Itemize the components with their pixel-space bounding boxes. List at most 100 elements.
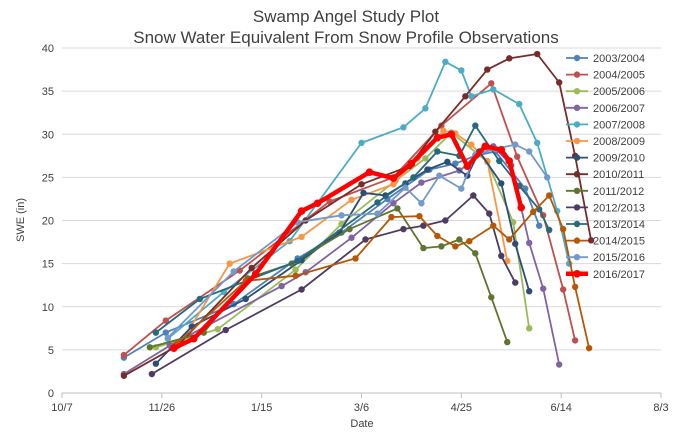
data-point xyxy=(152,329,160,336)
data-point xyxy=(390,200,397,207)
data-point xyxy=(389,174,398,183)
data-point xyxy=(170,344,178,352)
legend-label: 2011/2012 xyxy=(593,186,644,198)
y-tick-label: 15 xyxy=(42,259,54,271)
legend-label: 2010/2011 xyxy=(593,169,644,181)
data-point xyxy=(571,337,579,344)
data-point xyxy=(358,139,365,147)
data-point xyxy=(120,372,128,379)
data-point xyxy=(365,168,374,176)
data-point xyxy=(152,360,160,367)
data-point xyxy=(297,207,306,215)
x-tick-label: 8/3 xyxy=(653,402,668,414)
data-point xyxy=(545,226,553,234)
data-point xyxy=(559,225,567,233)
legend-swatch-marker xyxy=(573,121,581,128)
legend-label: 2006/2007 xyxy=(593,103,645,115)
legend-item: 2016/2017 xyxy=(566,269,645,281)
data-point xyxy=(358,181,365,188)
gridlines xyxy=(62,47,661,351)
data-point xyxy=(488,80,495,87)
data-point xyxy=(488,294,495,301)
data-point xyxy=(436,172,443,179)
data-point xyxy=(400,225,407,233)
data-point xyxy=(512,279,519,286)
y-tick-label: 0 xyxy=(48,388,54,400)
data-point xyxy=(458,67,465,74)
data-point xyxy=(402,184,409,191)
data-point xyxy=(587,237,595,244)
legend-swatch-marker xyxy=(573,154,581,161)
data-point xyxy=(543,174,551,181)
data-point xyxy=(434,232,441,240)
data-point xyxy=(348,234,355,241)
data-point xyxy=(298,286,305,293)
legend-swatch-marker xyxy=(573,171,581,178)
data-point xyxy=(484,66,491,73)
data-point xyxy=(362,236,369,243)
data-point xyxy=(498,180,505,187)
y-tick-label: 5 xyxy=(48,345,54,357)
data-point xyxy=(456,236,463,243)
legend-label: 2005/2006 xyxy=(593,86,645,98)
legend-swatch-marker xyxy=(573,204,581,211)
data-point xyxy=(164,334,172,341)
data-point xyxy=(526,239,533,247)
legend-item: 2008/2009 xyxy=(566,136,645,148)
data-point xyxy=(346,225,353,233)
series-2003-2004 xyxy=(120,148,543,361)
legend-swatch-marker xyxy=(573,137,581,145)
legend-swatch-marker xyxy=(573,88,581,95)
legend-item: 2010/2011 xyxy=(566,169,644,181)
data-point xyxy=(506,55,513,62)
data-point xyxy=(442,58,449,65)
data-point xyxy=(506,236,513,243)
y-tick-label: 25 xyxy=(42,172,54,184)
legend-swatch-marker xyxy=(573,254,581,261)
data-point xyxy=(585,344,593,352)
legend-swatch-marker xyxy=(573,270,581,278)
legend: 2003/2004 2004/2005 2005/2006 2006/2007 2007… xyxy=(566,53,645,281)
legend-swatch-marker xyxy=(573,220,581,228)
legend-item: 2011/2012 xyxy=(566,186,644,198)
data-point xyxy=(555,79,563,86)
chart-title-line-2: Snow Water Equivalent From Snow Profile … xyxy=(133,28,559,47)
legend-swatch-marker xyxy=(573,71,581,78)
legend-label: 2015/2016 xyxy=(593,252,645,264)
y-axis-title: SWE (in) xyxy=(15,198,27,242)
data-point xyxy=(462,93,469,100)
data-point xyxy=(352,255,359,262)
x-tick-label: 4/25 xyxy=(451,402,472,414)
data-point xyxy=(490,86,497,93)
data-point xyxy=(505,157,514,165)
legend-item: 2005/2006 xyxy=(566,86,645,98)
legend-label: 2009/2010 xyxy=(593,153,645,165)
data-point xyxy=(472,250,479,257)
series-2014-2015 xyxy=(174,192,593,352)
legend-item: 2012/2013 xyxy=(566,202,645,214)
data-point xyxy=(514,153,521,160)
data-point xyxy=(230,268,237,275)
data-point xyxy=(146,344,154,351)
data-point xyxy=(463,162,472,170)
data-point xyxy=(530,208,537,216)
data-point xyxy=(162,329,170,336)
legend-swatch-marker xyxy=(573,187,581,194)
data-point xyxy=(468,93,475,100)
data-point xyxy=(360,189,367,197)
data-point xyxy=(407,159,416,168)
data-point xyxy=(447,130,456,139)
legend-label: 2016/2017 xyxy=(593,269,645,281)
y-tick-label: 35 xyxy=(42,86,54,98)
data-point xyxy=(571,283,579,291)
series-2013-2014 xyxy=(152,122,553,336)
data-point xyxy=(434,148,441,155)
legend-label: 2013/2014 xyxy=(593,219,645,231)
data-point xyxy=(226,260,233,267)
y-tick-label: 10 xyxy=(42,302,54,314)
data-point xyxy=(517,203,526,212)
legend-item: 2009/2010 xyxy=(566,153,645,165)
y-tick-label: 40 xyxy=(42,43,54,55)
data-point xyxy=(422,155,429,162)
data-point xyxy=(555,361,563,368)
